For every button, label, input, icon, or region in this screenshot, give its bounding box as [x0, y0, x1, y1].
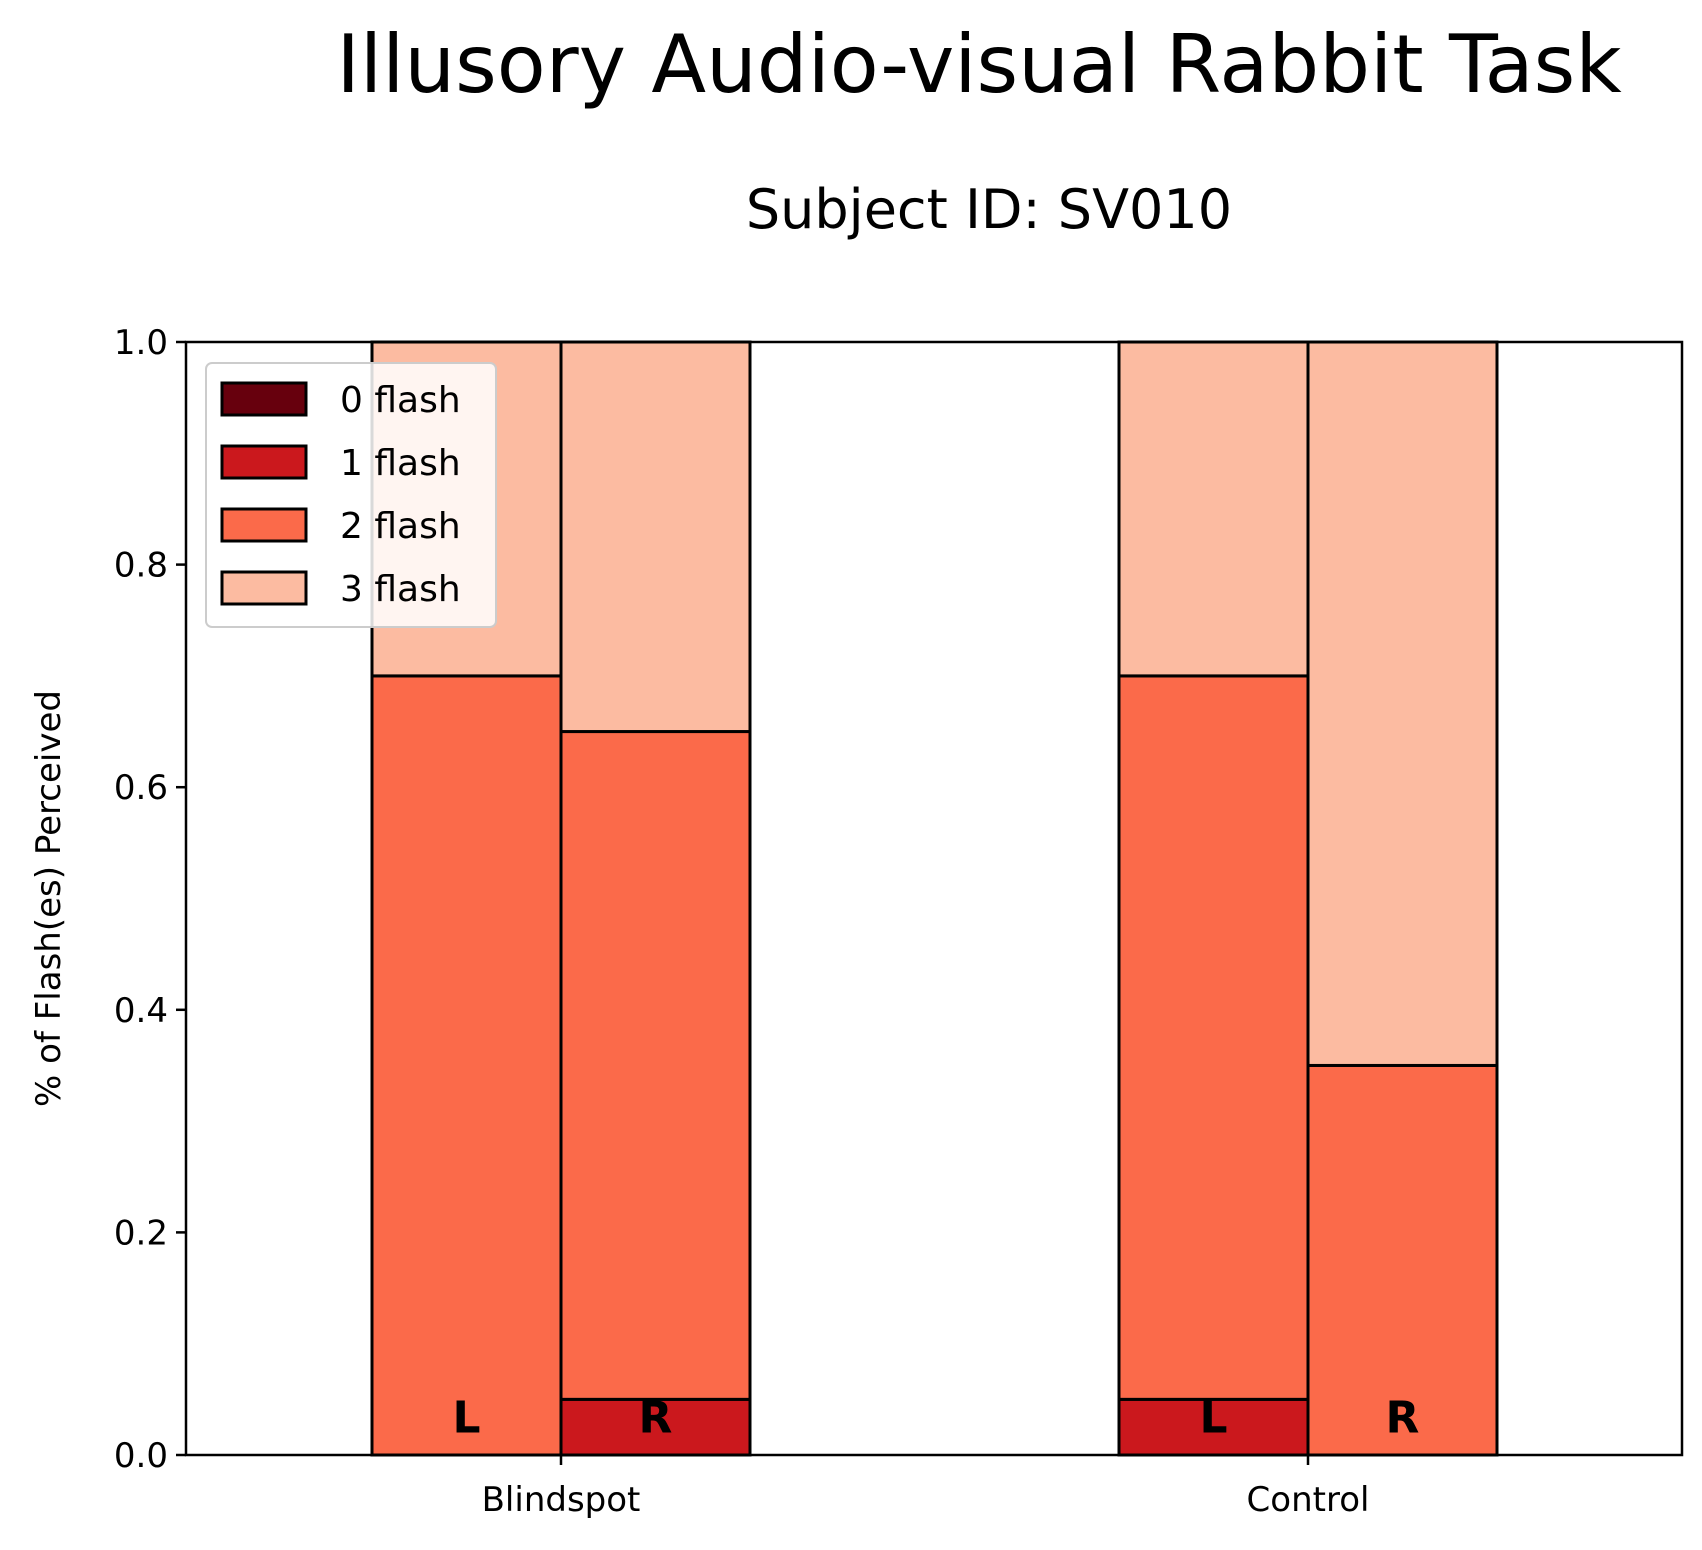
bar-segment: [559, 730, 752, 1401]
bar-label: R: [639, 1393, 673, 1444]
y-tick-label: 0.6: [114, 768, 168, 808]
legend-swatch: [220, 444, 308, 480]
chart-title: Illusory Audio-visual Rabbit Task: [336, 18, 1622, 111]
legend-label: 0 flash: [340, 380, 461, 421]
legend-label: 3 flash: [340, 569, 461, 610]
bar-label: L: [452, 1393, 480, 1444]
bar-label: L: [1199, 1393, 1227, 1444]
bar-label: R: [1386, 1393, 1420, 1444]
bar-segment: [1117, 674, 1310, 1401]
legend: 0 flash 1 flash 2 flash 3 flash: [205, 362, 497, 628]
y-tick-label: 0.2: [114, 1213, 168, 1253]
bar-segment: [559, 340, 752, 734]
chart-subtitle: Subject ID: SV010: [745, 178, 1233, 241]
x-tick-label: Control: [1247, 1480, 1370, 1520]
bar-segment: [370, 674, 563, 1457]
legend-box: [205, 362, 497, 628]
y-tick-label: 0.4: [114, 991, 168, 1031]
y-tick-label: 1.0: [114, 323, 168, 363]
bars-layer: [370, 340, 1499, 1457]
bar-segment: [559, 1397, 752, 1457]
axes-layer: 0.0 0.2 0.4 0.6 0.8 1.0 Blindspot Control % of F…: [29, 323, 1684, 1520]
bar-segment: [1117, 340, 1310, 678]
legend-swatch: [220, 381, 308, 417]
plot-frame: [184, 340, 1684, 1457]
legend-swatch: [220, 507, 308, 543]
legend-swatch: [220, 570, 308, 606]
y-tick-label: 0.8: [114, 546, 168, 586]
y-tick-label: 0.0: [114, 1436, 168, 1476]
bar-segment: [1306, 340, 1499, 1067]
legend-label: 1 flash: [340, 443, 461, 484]
y-axis-label: % of Flash(es) Perceived: [29, 690, 69, 1107]
x-tick-label: Blindspot: [482, 1480, 641, 1520]
legend-label: 2 flash: [340, 506, 461, 547]
